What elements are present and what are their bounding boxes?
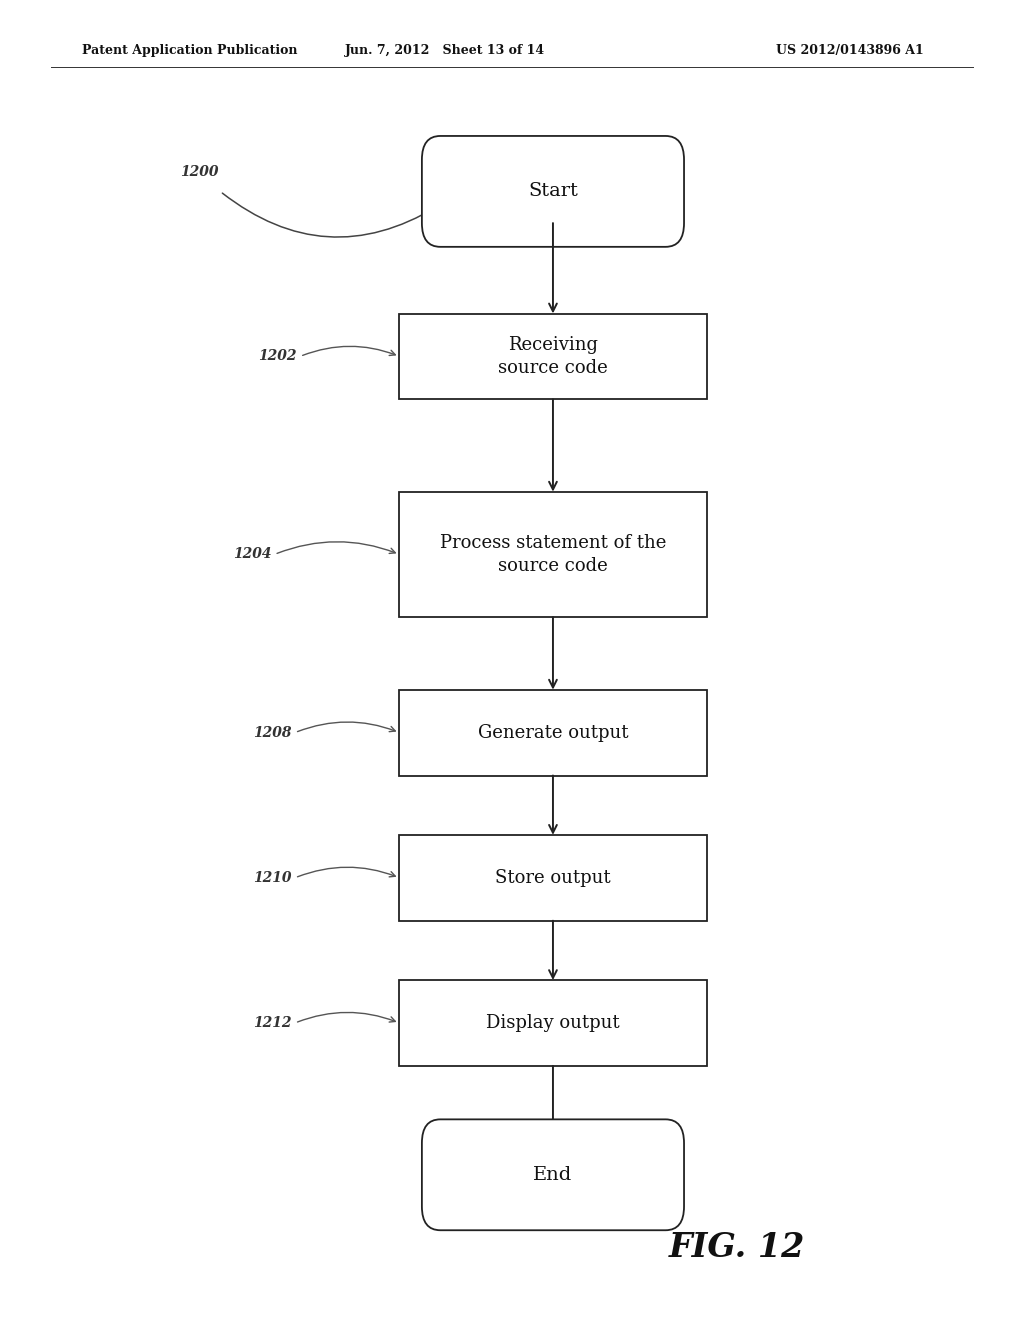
Text: Process statement of the
source code: Process statement of the source code [439,533,667,576]
Text: Jun. 7, 2012   Sheet 13 of 14: Jun. 7, 2012 Sheet 13 of 14 [345,44,546,57]
Bar [399,836,707,921]
Text: FIG. 12: FIG. 12 [669,1230,806,1265]
Text: Patent Application Publication: Patent Application Publication [82,44,297,57]
Bar [399,689,707,776]
Text: Start: Start [528,182,578,201]
Bar [399,314,707,399]
Text: Display output: Display output [486,1014,620,1032]
Text: 1202: 1202 [258,350,297,363]
Text: 1210: 1210 [253,871,292,884]
FancyBboxPatch shape [422,1119,684,1230]
Text: 1212: 1212 [253,1016,292,1030]
FancyBboxPatch shape [422,136,684,247]
Bar [399,979,707,1067]
Text: 1204: 1204 [232,548,271,561]
Text: Generate output: Generate output [478,723,628,742]
Text: 1208: 1208 [253,726,292,739]
Text: 1200: 1200 [180,165,219,178]
Text: Receiving
source code: Receiving source code [498,335,608,378]
Text: US 2012/0143896 A1: US 2012/0143896 A1 [776,44,924,57]
Text: End: End [534,1166,572,1184]
Bar [399,492,707,618]
Text: Store output: Store output [496,869,610,887]
